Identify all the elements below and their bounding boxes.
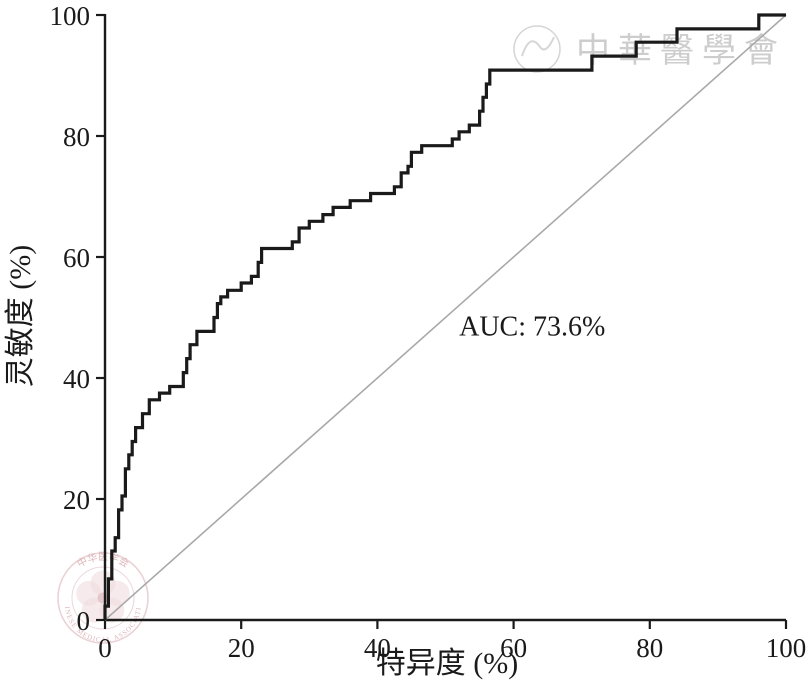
y-axis-label: 灵敏度 (%) — [4, 245, 37, 387]
reference-diagonal — [104, 14, 787, 621]
x-tick-label: 20 — [228, 633, 255, 663]
y-tick-label: 20 — [63, 485, 90, 515]
logo-inner-ring — [71, 566, 135, 630]
roc-curve — [103, 13, 786, 620]
y-tick-label: 40 — [63, 364, 90, 394]
auc-annotation: AUC: 73.6% — [459, 312, 605, 343]
watermark-emblem-stroke — [521, 36, 555, 57]
y-tick-label: 0 — [77, 606, 91, 636]
chart-generated-layer: 0 20 40 60 80 100 0 20 40 60 80 100 AUC: 73.6% — [50, 1, 807, 663]
cma-logo-watermark: 中华医学会 CHINESE MEDICAL ASSOCIATION — [57, 550, 149, 644]
x-axis-label: 特异度 (%) — [376, 647, 518, 680]
journal-watermark: 中華醫學會 — [513, 25, 786, 73]
watermark-emblem-icon — [513, 25, 561, 73]
x-tick-label: 40 — [364, 633, 391, 663]
watermark-top-text: 中華醫學會 — [576, 32, 786, 70]
y-tick-label: 100 — [50, 1, 91, 31]
x-tick-label: 0 — [98, 633, 112, 663]
logo-outer-ring — [57, 552, 149, 644]
x-tick-label: 80 — [636, 633, 663, 663]
y-tick-label: 60 — [63, 243, 90, 273]
logo-arc-text-top: 中华医学会 — [75, 550, 132, 570]
x-tick-label: 100 — [766, 633, 807, 663]
y-tick-label: 80 — [63, 122, 90, 152]
x-tick-label: 60 — [500, 633, 527, 663]
